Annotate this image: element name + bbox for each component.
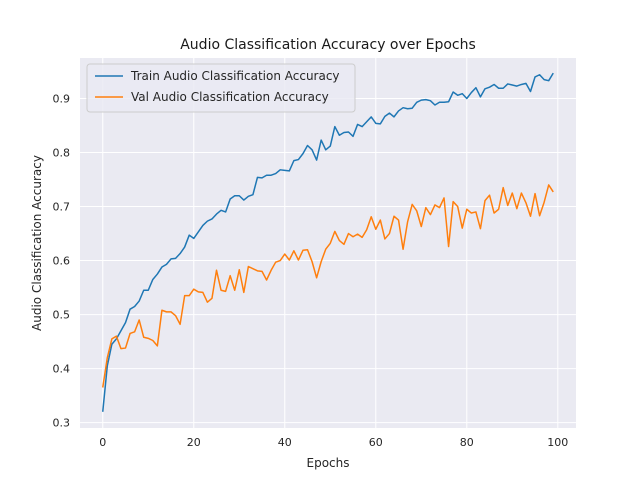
- series-line-val-accuracy: [102, 184, 554, 388]
- x-tick-label: 80: [460, 436, 474, 449]
- x-tick-label: 20: [187, 436, 201, 449]
- y-tick-label: 0.7: [53, 201, 71, 214]
- x-tick-label: 100: [547, 436, 568, 449]
- legend: Train Audio Classification Accuracy Val …: [86, 63, 356, 113]
- x-tick-label: 0: [99, 436, 106, 449]
- x-tick-labels: 0 20 40 60 80 100: [99, 436, 568, 449]
- y-tick-labels: 0.3 0.4 0.5 0.6 0.7 0.8 0.9: [53, 93, 71, 430]
- y-tick-label: 0.6: [53, 255, 71, 268]
- y-tick-label: 0.9: [53, 93, 71, 106]
- y-tick-label: 0.3: [53, 417, 71, 430]
- series-layer: [102, 72, 554, 412]
- legend-box: [86, 63, 356, 113]
- y-tick-label: 0.4: [53, 363, 71, 376]
- y-tick-label: 0.5: [53, 309, 71, 322]
- series-line-train-accuracy: [102, 72, 554, 412]
- y-axis-label: Audio Classification Accuracy: [30, 155, 44, 331]
- chart-title: Audio Classification Accuracy over Epoch…: [180, 37, 476, 53]
- x-tick-label: 40: [278, 436, 292, 449]
- plot-area: [80, 58, 576, 428]
- legend-label-val: Val Audio Classification Accuracy: [131, 90, 329, 104]
- y-tick-label: 0.8: [53, 147, 71, 160]
- x-tick-label: 60: [369, 436, 383, 449]
- x-axis-label: Epochs: [307, 456, 350, 470]
- legend-label-train: Train Audio Classification Accuracy: [130, 69, 340, 83]
